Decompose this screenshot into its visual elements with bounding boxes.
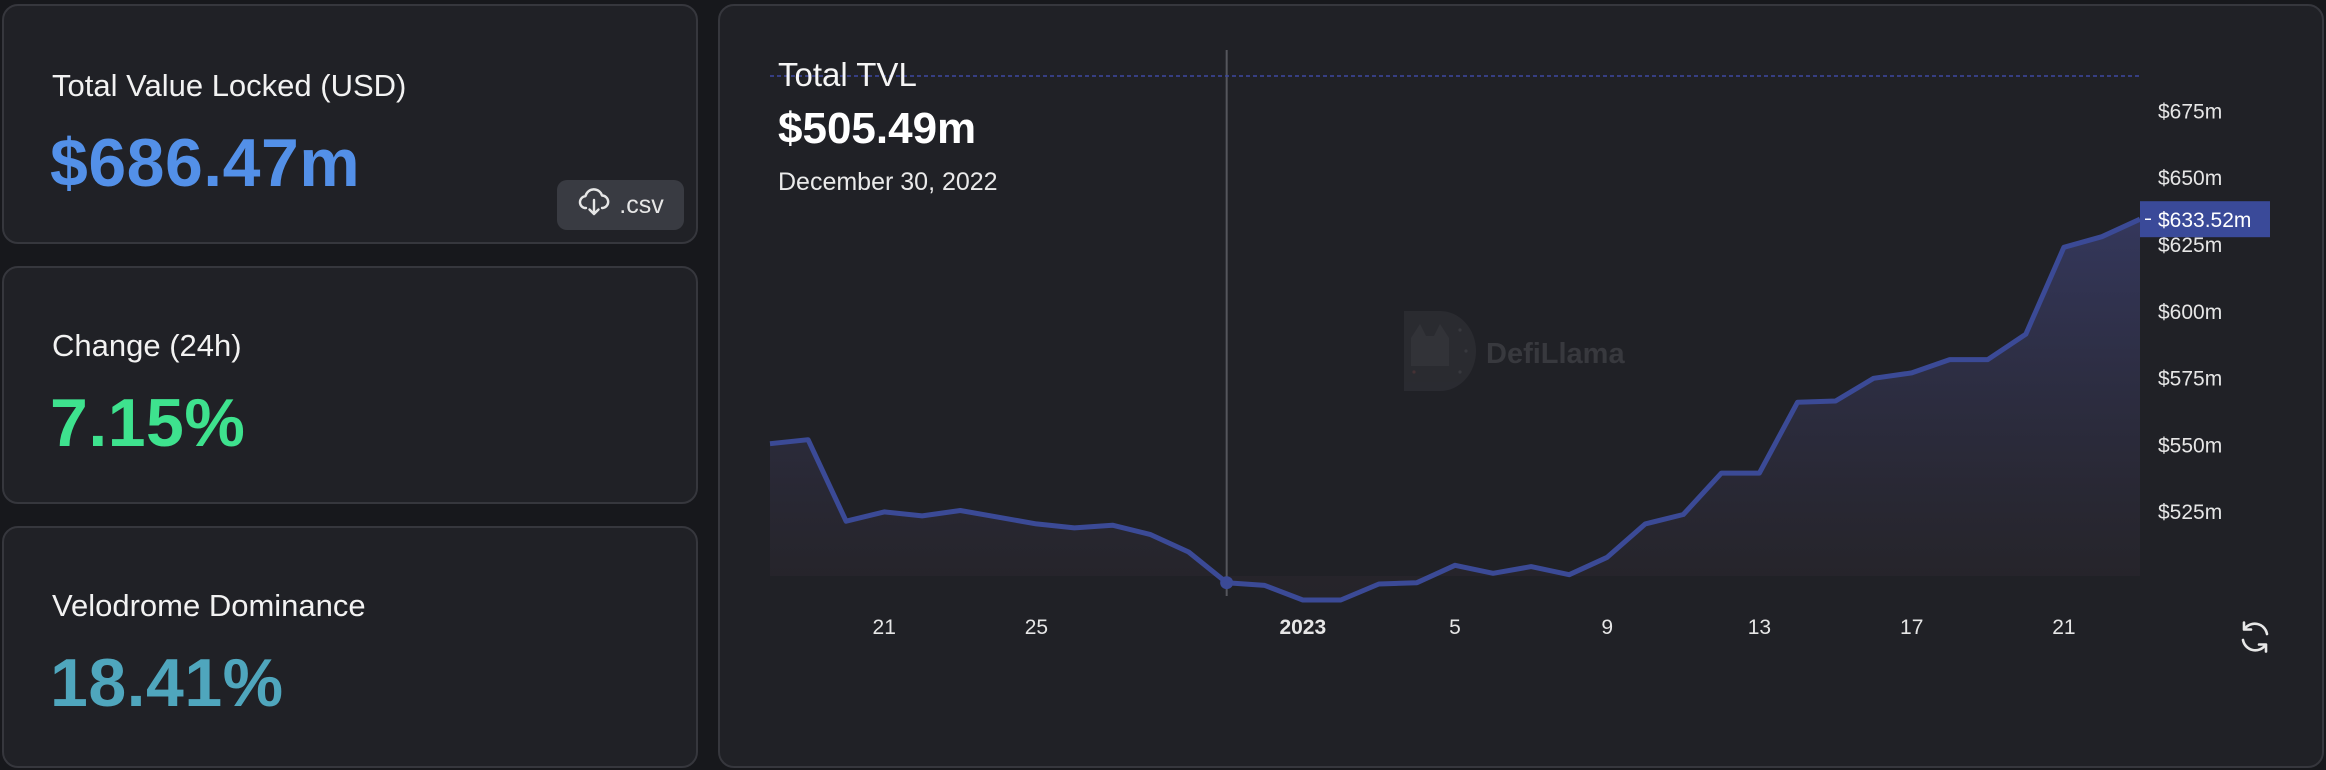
y-tick-label: $550m <box>2158 434 2222 457</box>
x-tick-label: 13 <box>1748 616 1771 639</box>
y-tick-label: $575m <box>2158 368 2222 391</box>
download-csv-button[interactable]: .csv <box>557 180 684 230</box>
x-tick-label: 9 <box>1601 616 1613 639</box>
change-card: Change (24h) 7.15% <box>2 266 698 504</box>
x-tick-label: 21 <box>873 616 896 639</box>
defillama-logo: DefiLlama <box>1404 311 1625 391</box>
y-tick-label: $625m <box>2158 234 2222 257</box>
current-value-badge <box>2140 201 2270 238</box>
y-tick-label: $525m <box>2158 501 2222 524</box>
x-tick-label: 2023 <box>1279 616 1326 639</box>
tvl-card: Total Value Locked (USD) $686.47m .csv <box>2 4 698 244</box>
cloud-download-icon <box>577 187 611 224</box>
dominance-card: Velodrome Dominance 18.41% <box>2 526 698 768</box>
csv-label: .csv <box>619 190 664 219</box>
hover-point <box>1220 576 1234 590</box>
refresh-icon[interactable] <box>2236 618 2274 656</box>
chart-hover-date: December 30, 2022 <box>778 168 998 196</box>
chart-title: Total TVL <box>778 56 917 93</box>
dominance-label: Velodrome Dominance <box>52 588 366 623</box>
y-tick-label: $650m <box>2158 167 2222 190</box>
watermark-text: DefiLlama <box>1486 338 1625 370</box>
tvl-value: $686.47m <box>50 125 361 201</box>
x-tick-label: 5 <box>1449 616 1461 639</box>
dominance-value: 18.41% <box>50 645 284 721</box>
tvl-label: Total Value Locked (USD) <box>52 68 407 103</box>
y-tick-label: $600m <box>2158 301 2222 324</box>
x-tick-label: 17 <box>1900 616 1923 639</box>
tvl-line <box>769 216 2142 603</box>
chart-hover-value: $505.49m <box>778 104 977 153</box>
change-value: 7.15% <box>50 385 246 461</box>
x-tick-label: 21 <box>2052 616 2075 639</box>
change-label: Change (24h) <box>52 328 242 363</box>
tvl-area <box>770 219 2140 600</box>
y-tick-label: $675m <box>2158 100 2222 123</box>
current-value-label: $633.52m <box>2158 209 2251 232</box>
x-tick-label: 25 <box>1025 616 1048 639</box>
